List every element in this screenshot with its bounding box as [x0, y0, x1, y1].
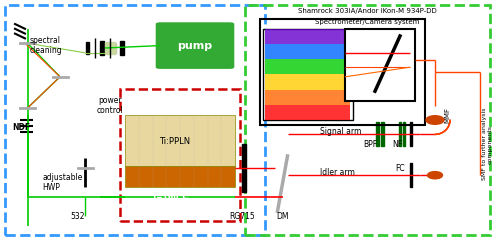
Text: SMF to further analysis
components: SMF to further analysis components	[482, 108, 493, 180]
Text: RG715: RG715	[230, 212, 256, 221]
Bar	[265, 44, 350, 59]
Bar	[260, 19, 425, 125]
Text: 532: 532	[70, 212, 85, 221]
Text: T=180°C: T=180°C	[152, 192, 188, 201]
Text: pump: pump	[178, 41, 212, 51]
Text: DM: DM	[276, 212, 289, 221]
Bar	[403, 122, 406, 146]
Bar	[265, 105, 350, 120]
Bar	[376, 122, 379, 146]
Bar	[120, 41, 124, 55]
Bar	[265, 59, 350, 74]
Bar	[410, 122, 412, 146]
Text: Signal arm: Signal arm	[320, 127, 362, 137]
Bar	[109, 43, 116, 53]
Text: Ti:PPLN: Ti:PPLN	[160, 137, 190, 146]
Bar	[105, 42, 115, 54]
Text: Idler arm: Idler arm	[320, 168, 355, 177]
Bar	[410, 163, 412, 187]
FancyBboxPatch shape	[155, 22, 235, 70]
Bar	[399, 122, 402, 146]
Text: adjustable
HWP: adjustable HWP	[42, 173, 83, 192]
Text: Spectrometer/Camera system: Spectrometer/Camera system	[316, 19, 420, 25]
Bar	[265, 90, 350, 105]
Text: spectral
cleaning: spectral cleaning	[30, 36, 62, 55]
FancyBboxPatch shape	[125, 115, 235, 166]
Text: FC: FC	[395, 164, 405, 173]
Bar	[265, 74, 350, 90]
Text: NDF: NDF	[12, 123, 30, 132]
Text: Shamrock 303iA/Andor iKon-M 934P-DD: Shamrock 303iA/Andor iKon-M 934P-DD	[298, 8, 437, 14]
Bar	[120, 89, 240, 221]
Text: NF: NF	[392, 140, 402, 149]
Circle shape	[428, 172, 442, 179]
Bar	[345, 29, 415, 101]
Text: MMF: MMF	[444, 107, 450, 123]
Bar	[265, 29, 350, 44]
Bar	[5, 5, 265, 235]
Bar	[262, 29, 352, 120]
Bar	[245, 5, 490, 235]
FancyBboxPatch shape	[125, 166, 235, 187]
Text: BPF: BPF	[363, 140, 377, 149]
Circle shape	[426, 116, 444, 124]
Bar	[382, 122, 384, 146]
Text: power
control: power control	[96, 96, 124, 115]
Bar	[100, 41, 104, 55]
Bar	[242, 144, 246, 192]
Bar	[86, 42, 89, 54]
